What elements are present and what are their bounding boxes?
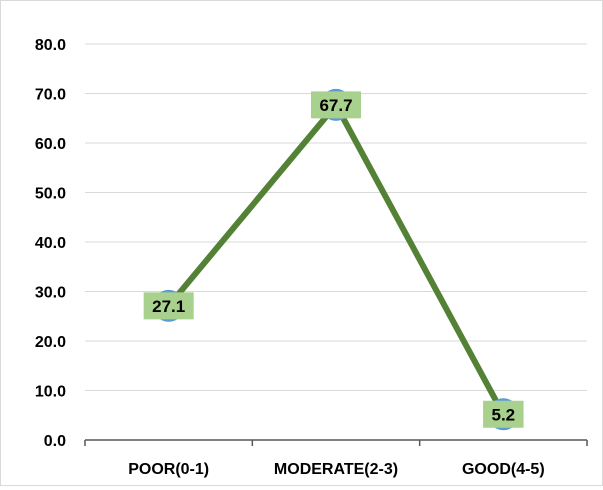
data-label: 67.7 — [319, 96, 352, 115]
y-tick-label: 30.0 — [35, 285, 66, 302]
y-tick-label: 80.0 — [35, 37, 66, 54]
data-label-box — [483, 400, 524, 428]
data-label: 27.1 — [152, 297, 185, 316]
x-axis: POOR(0-1) MODERATE(2-3) GOOD(4-5) — [84, 439, 588, 478]
y-tick-label: 70.0 — [35, 87, 66, 104]
y-tick-label: 20.0 — [35, 334, 66, 351]
y-tick-label: 50.0 — [35, 186, 66, 203]
series-line — [165, 101, 507, 418]
data-label-box — [143, 292, 194, 320]
data-label: 5.2 — [492, 405, 516, 424]
x-tick-label: GOOD(4-5) — [462, 461, 545, 478]
x-tick-label: MODERATE(2-3) — [274, 461, 398, 478]
data-labels: 27.1 67.7 5.2 — [143, 91, 524, 428]
data-label-box — [311, 91, 361, 119]
y-tick-label: 0.0 — [44, 433, 66, 450]
x-tick-label: POOR(0-1) — [128, 461, 209, 478]
y-tick-label: 40.0 — [35, 235, 66, 252]
series-plot — [152, 88, 520, 431]
y-axis: 0.0 10.0 20.0 30.0 40.0 50.0 60.0 70.0 80.0 — [35, 37, 66, 450]
y-tick-label: 10.0 — [35, 384, 66, 401]
y-tick-label: 60.0 — [35, 136, 66, 153]
